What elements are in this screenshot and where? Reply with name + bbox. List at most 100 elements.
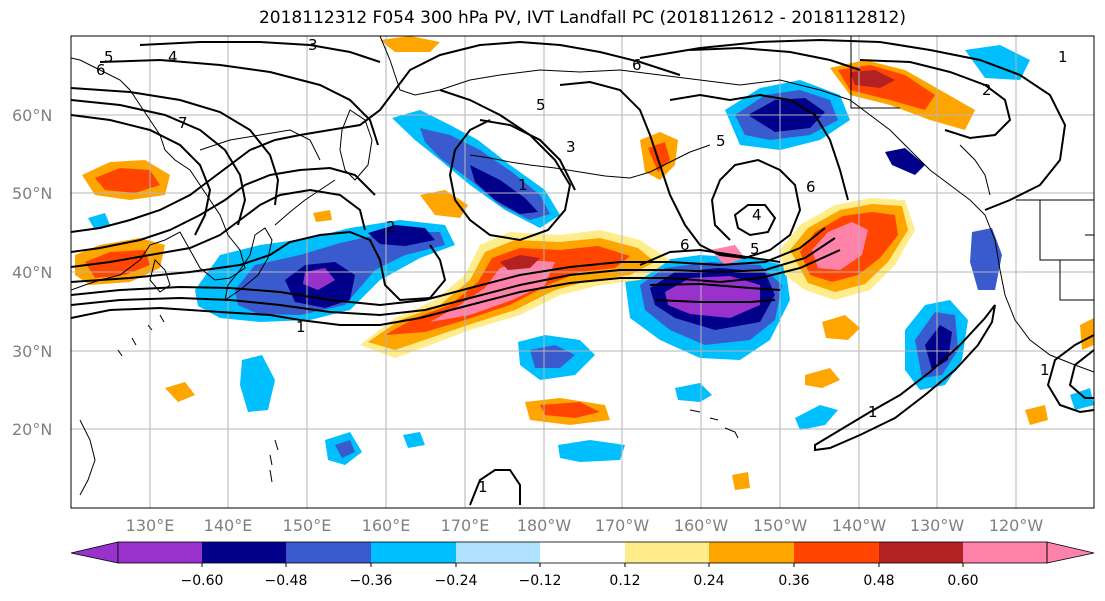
colorbar-tick-label: −0.60 <box>181 573 224 589</box>
contour-label: 4 <box>168 48 178 66</box>
colorbar-ticks <box>201 563 964 567</box>
colorbar-segment <box>709 542 794 563</box>
colorbar-tick-label: 0.60 <box>947 573 978 589</box>
anomaly-negative-japan-peak <box>303 268 335 290</box>
latitude-labels: 60°N 50°N 40°N 30°N 20°N <box>12 106 52 439</box>
contour-label: 5 <box>750 240 760 258</box>
anomaly-negative-small-10 <box>1070 388 1094 410</box>
contour-label: 2 <box>982 81 992 99</box>
lon-label: 150°W <box>753 516 808 535</box>
colorbar-tick-label: −0.24 <box>435 573 478 589</box>
colorbar-tick-label: −0.12 <box>519 573 562 589</box>
contour-line-20 <box>814 304 996 452</box>
contour-line-9 <box>71 99 247 226</box>
contour-label: 7 <box>178 114 188 132</box>
colorbar-segment <box>202 542 286 563</box>
coastline-asia <box>71 57 246 291</box>
colorbar: −0.60 −0.48 −0.36 −0.24 −0.12 0.12 0.24 … <box>70 541 1095 589</box>
anomaly-positive-small-3 <box>822 315 860 340</box>
map-title: 2018112312 F054 300 hPa PV, IVT Landfall… <box>258 8 906 28</box>
contour-label: 6 <box>680 236 690 254</box>
lon-label: 120°W <box>989 516 1044 535</box>
contour-line-21 <box>469 469 521 506</box>
colorbar-segment <box>540 542 625 563</box>
lon-label: 140°E <box>204 516 253 535</box>
contour-line-17 <box>669 93 849 201</box>
coastline-hawaii <box>689 409 739 439</box>
contour-line-4 <box>71 230 447 302</box>
lat-label: 60°N <box>12 106 52 125</box>
contour-label: 5 <box>716 132 726 150</box>
coastline-pnw <box>959 144 991 196</box>
contour-label: 3 <box>566 138 576 156</box>
contour-line-15 <box>559 80 802 260</box>
lon-label: 170°W <box>595 516 650 535</box>
coastline-philippines <box>79 419 96 496</box>
coastline-sea-of-okhotsk <box>199 129 321 161</box>
anomaly-negative-bc <box>885 148 925 175</box>
anomaly-positive-gulf-core <box>850 70 895 88</box>
lon-label: 160°W <box>674 516 729 535</box>
anomaly-negative-small-2 <box>240 355 275 412</box>
colorbar-segment <box>456 542 540 563</box>
lon-label: 150°E <box>283 516 332 535</box>
anomaly-negative-pnw <box>970 228 1002 290</box>
coastline-kuriles <box>274 179 336 226</box>
anomaly-positive-small-10 <box>380 36 440 52</box>
anomaly-negative-small-8 <box>403 432 425 448</box>
contour-label: 1 <box>518 176 528 194</box>
contour-line-1 <box>71 249 841 326</box>
contour-line-3 <box>71 227 826 307</box>
colorbar-segment <box>371 542 456 563</box>
border-alaska-canada <box>850 36 900 109</box>
map-panel: 5 4 3 6 5 3 1 2 5 6 4 5 6 7 6 2 1 1 1 1 <box>71 36 1094 508</box>
colorbar-segment <box>286 542 371 563</box>
anomaly-negative-small-4 <box>335 440 355 458</box>
contour-label: 4 <box>752 206 762 224</box>
anomaly-negative-bering-inner <box>470 165 538 214</box>
contour-label: 1 <box>868 403 878 421</box>
contour-line-11 <box>99 58 379 146</box>
coastlines <box>71 36 1094 496</box>
contour-line-10 <box>71 87 280 206</box>
contour-label: 1 <box>1058 48 1068 66</box>
contour-line-6 <box>71 166 376 253</box>
contour-line-22 <box>1046 334 1094 414</box>
anomaly-positive-small-6 <box>1025 405 1048 425</box>
anomaly-positive-small-7 <box>1080 318 1094 350</box>
contour-line-8 <box>71 114 212 236</box>
anomaly-negative-small-5 <box>558 440 625 462</box>
contour-line-24 <box>639 248 781 266</box>
colorbar-segment <box>625 542 709 563</box>
contour-line-23 <box>1068 349 1094 399</box>
border-canada-us <box>1016 199 1094 301</box>
colorbar-tick-label: −0.36 <box>350 573 393 589</box>
lat-label: 50°N <box>12 184 52 203</box>
anomaly-positive-small-5 <box>165 382 195 402</box>
lon-label: 160°E <box>362 516 411 535</box>
contour-label: 6 <box>806 178 816 196</box>
colorbar-tick-label: 0.24 <box>693 573 724 589</box>
anomaly-positive-jet-darkred <box>500 255 540 270</box>
colorbar-extend-high <box>1046 541 1095 564</box>
colorbar-tick-labels: −0.60 −0.48 −0.36 −0.24 −0.12 0.12 0.24 … <box>181 573 979 589</box>
anomaly-positive-small-8 <box>732 472 750 490</box>
contour-label: 1 <box>1040 361 1050 379</box>
colorbar-segment <box>963 542 1047 563</box>
anomaly-positive-small-4 <box>805 368 840 388</box>
coastline-islands-south <box>269 439 279 483</box>
coastline-japan <box>224 227 273 302</box>
contour-labels: 5 4 3 6 5 3 1 2 5 6 4 5 6 7 6 2 1 1 1 1 <box>96 36 1068 496</box>
map-border <box>70 35 1095 509</box>
contour-line-13 <box>439 89 572 242</box>
lon-label: 130°E <box>126 516 175 535</box>
anomaly-negative-japan-north <box>368 225 435 246</box>
contour-label: 6 <box>96 61 106 79</box>
colorbar-tick-label: −0.48 <box>265 573 308 589</box>
lon-label: 140°W <box>832 516 887 535</box>
colorbar-tick-label: 0.12 <box>609 573 640 589</box>
contour-label: 2 <box>386 218 396 236</box>
anomaly-positive-small-11 <box>313 210 332 222</box>
